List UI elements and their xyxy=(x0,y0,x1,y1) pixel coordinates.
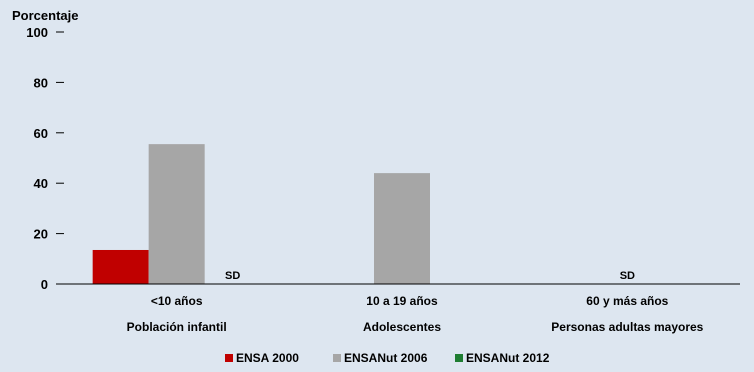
y-tick-label: 60 xyxy=(34,126,48,141)
bar xyxy=(148,144,205,284)
legend: ENSA 2000 ENSANut 2006 ENSANut 2012 xyxy=(225,351,550,365)
annotations: SD SD xyxy=(225,270,635,282)
x-group-label: Adolescentes xyxy=(363,320,441,334)
legend-swatch xyxy=(333,354,341,362)
x-axis: <10 años Población infantil 10 a 19 años Ad… xyxy=(127,294,704,334)
bar xyxy=(92,249,149,284)
legend-swatch xyxy=(455,354,463,362)
y-tick-label: 0 xyxy=(41,277,48,292)
y-axis: 0 20 40 60 80 100 xyxy=(26,25,64,292)
x-tick-label: <10 años xyxy=(151,294,203,308)
bars xyxy=(92,144,430,284)
y-axis-label: Porcentaje xyxy=(12,8,78,23)
x-group-label: Población infantil xyxy=(127,320,227,334)
y-tick-label: 20 xyxy=(34,227,48,242)
legend-label: ENSANut 2012 xyxy=(466,351,550,365)
legend-swatch xyxy=(225,354,233,362)
legend-label: ENSA 2000 xyxy=(236,351,299,365)
x-tick-label: 10 a 19 años xyxy=(366,294,438,308)
y-tick-label: 80 xyxy=(34,75,48,90)
x-group-label: Personas adultas mayores xyxy=(551,320,703,334)
annotation-sd: SD xyxy=(620,270,635,282)
y-tick-label: 40 xyxy=(34,176,48,191)
legend-label: ENSANut 2006 xyxy=(344,351,428,365)
annotation-sd: SD xyxy=(225,270,240,282)
bar xyxy=(374,173,430,284)
x-tick-label: 60 y más años xyxy=(586,294,668,308)
y-tick-label: 100 xyxy=(26,25,48,40)
